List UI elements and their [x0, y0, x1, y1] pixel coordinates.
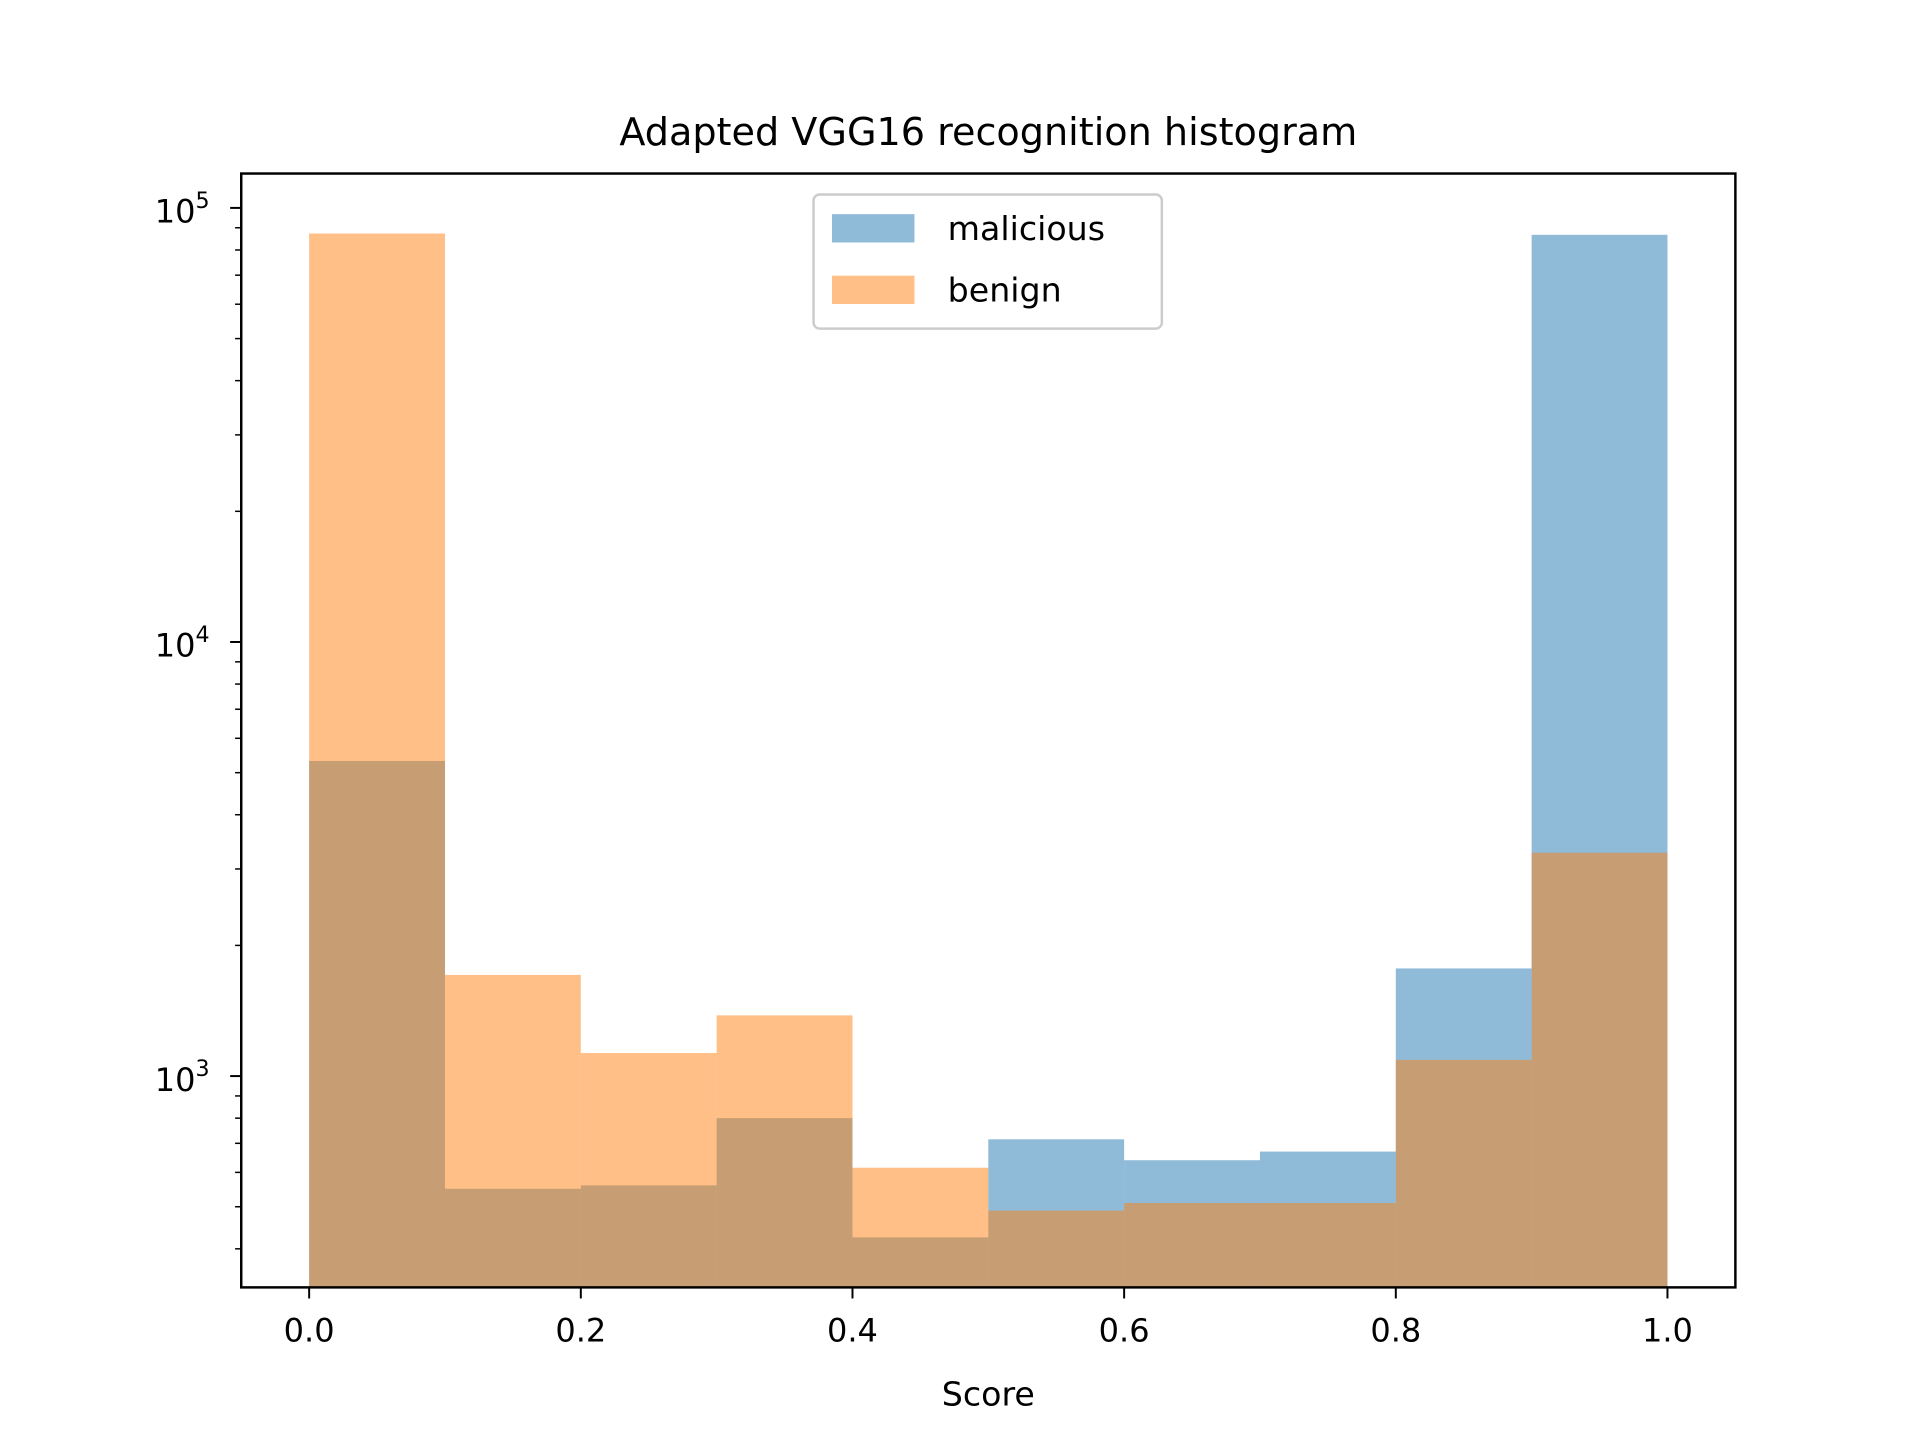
- x-tick-label: 1.0: [1642, 1312, 1693, 1350]
- y-tick-base: 10: [155, 627, 196, 665]
- bar-benign-bin-0: [309, 233, 445, 1288]
- bar-benign-bin-2: [580, 1053, 717, 1288]
- x-tick-label: 0.8: [1370, 1312, 1421, 1350]
- y-tick-exponent: 4: [195, 622, 209, 648]
- y-tick-exponent: 5: [195, 188, 209, 214]
- legend-label-benign: benign: [948, 271, 1062, 310]
- x-tick-label: 0.0: [284, 1312, 335, 1350]
- x-tick-label: 0.2: [555, 1312, 606, 1350]
- y-tick-label: 105: [155, 188, 210, 231]
- y-tick-base: 10: [155, 1061, 196, 1099]
- bar-benign-bin-8: [1395, 1059, 1532, 1288]
- x-tick-label: 0.6: [1099, 1312, 1150, 1350]
- plot-frame: [240, 172, 1737, 1289]
- y-tick-label: 104: [155, 622, 210, 665]
- legend: malicious benign: [812, 193, 1164, 330]
- bar-benign-bin-4: [852, 1167, 989, 1288]
- bar-benign-bin-7: [1259, 1203, 1396, 1288]
- bar-benign-bin-3: [716, 1015, 853, 1288]
- legend-swatch-malicious: [832, 214, 915, 243]
- y-tick-label: 103: [155, 1056, 210, 1099]
- bar-benign-bin-5: [988, 1210, 1125, 1288]
- bar-benign-bin-9: [1531, 852, 1668, 1288]
- x-axis-label: Score: [942, 1375, 1035, 1414]
- y-tick-exponent: 3: [195, 1056, 209, 1082]
- x-tick-label: 0.4: [827, 1312, 878, 1350]
- legend-label-malicious: malicious: [948, 209, 1105, 248]
- y-tick-base: 10: [155, 193, 196, 231]
- chart-title: Adapted VGG16 recognition histogram: [619, 110, 1357, 154]
- legend-swatch-benign: [832, 275, 915, 304]
- bar-benign-bin-6: [1124, 1203, 1260, 1288]
- bar-benign-bin-1: [444, 974, 581, 1288]
